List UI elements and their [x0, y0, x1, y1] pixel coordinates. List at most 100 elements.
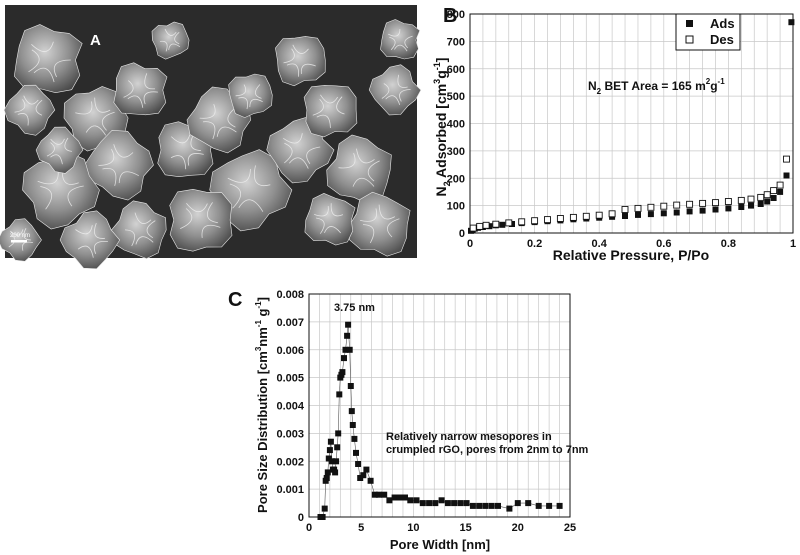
data-point-filled: [323, 475, 330, 481]
flake-wrinkle: [397, 74, 408, 88]
y-tick-label: 500: [447, 91, 465, 103]
flake-wrinkle: [286, 63, 299, 77]
data-point-filled: [339, 369, 346, 376]
flake-wrinkle: [168, 43, 181, 50]
data-point-open: [492, 220, 500, 228]
flake-wrinkle: [330, 203, 344, 217]
chart-b-xlabel: Relative Pressure, P/Po: [553, 247, 709, 263]
flake-wrinkle: [171, 134, 191, 144]
flake-wrinkle: [35, 99, 43, 116]
flake-wrinkle: [53, 59, 71, 78]
chart-c-annotation-line2: crumpled rGO, pores from 2nm to 7nm: [386, 444, 589, 456]
flake-wrinkle: [64, 137, 72, 152]
data-point-filled: [334, 444, 341, 451]
data-point-filled: [712, 206, 719, 213]
crumpled-graphene-flakes: [0, 19, 422, 270]
data-point-filled: [353, 449, 359, 456]
flake: [59, 210, 121, 270]
data-point-open: [608, 210, 616, 218]
flake-wrinkle: [10, 229, 24, 236]
flake-wrinkle: [135, 236, 154, 245]
x-tick-label: 15: [459, 522, 471, 534]
flake-wrinkle: [227, 168, 251, 183]
flake-wrinkle: [50, 138, 65, 145]
data-point-filled: [335, 430, 342, 437]
data-point-filled: [535, 502, 542, 509]
data-point-filled: [351, 435, 358, 442]
flake-wrinkle: [254, 84, 262, 99]
flake-wrinkle: [187, 153, 204, 166]
data-point-open: [531, 217, 539, 225]
flake-wrinkle: [356, 148, 375, 164]
data-point-filled: [336, 391, 343, 398]
data-point-filled: [342, 346, 349, 353]
flake-wrinkle: [180, 208, 193, 229]
data-point-filled: [329, 458, 335, 465]
data-point-filled: [319, 514, 326, 520]
flake-wrinkle: [170, 155, 187, 170]
data-point-filled: [327, 438, 334, 445]
data-point-filled: [673, 209, 680, 216]
data-point-filled: [432, 500, 439, 507]
data-point-filled: [426, 500, 433, 507]
data-point-filled: [345, 321, 352, 328]
flake-wrinkle: [352, 177, 375, 187]
x-tick-label: 0.8: [721, 238, 736, 250]
flake-wrinkle: [216, 126, 237, 137]
y-tick-label: 0.007: [276, 317, 304, 329]
data-point-open: [518, 218, 526, 226]
flake: [35, 126, 84, 174]
chart-b: B 0 0.2 0.4 0.6 0.8 1 0 100 200 300 400 500 600 700 80…: [432, 5, 796, 263]
data-point-filled: [488, 502, 495, 509]
chart-b-grid: [470, 14, 793, 233]
y-tick-label: 0.004: [276, 401, 304, 413]
data-point-open: [783, 155, 790, 163]
data-point-open: [482, 221, 490, 229]
flake-wrinkle: [338, 153, 356, 169]
data-point-filled: [525, 500, 532, 507]
flake-wrinkle: [146, 220, 156, 239]
data-point-filled: [748, 202, 754, 209]
data-point-filled: [725, 205, 732, 212]
flake-wrinkle: [360, 208, 377, 222]
data-point-filled: [324, 469, 331, 476]
flake-wrinkle: [404, 35, 413, 49]
chart-c-marks: [317, 321, 563, 520]
data-point-filled: [396, 494, 403, 501]
flake-wrinkle: [284, 142, 293, 164]
flake-wrinkle: [85, 125, 107, 136]
data-point-filled: [783, 172, 790, 179]
panel-label-c: C: [228, 289, 242, 311]
chart-b-frame: [469, 13, 794, 234]
flake: [151, 21, 190, 60]
data-point-filled: [341, 355, 347, 362]
flake-wrinkle: [235, 84, 247, 97]
data-point-filled: [686, 208, 693, 215]
flake-wrinkle: [238, 97, 248, 110]
flake-wrinkle: [101, 111, 115, 131]
flake-wrinkle: [160, 40, 168, 52]
flake-wrinkle: [144, 73, 155, 90]
flake-wrinkle: [367, 160, 380, 182]
x-tick-label: 0.2: [527, 238, 542, 250]
chart-c-peak-annotation: 3.75 nm: [334, 302, 375, 314]
data-point-filled: [391, 494, 398, 501]
flake-wrinkle: [28, 49, 40, 73]
x-tick-label: 25: [564, 522, 576, 534]
data-point-open: [776, 181, 784, 189]
data-point-filled: [514, 500, 521, 507]
chart-b-bet-annotation: N2 BET Area = 165 m2g-1: [588, 77, 725, 96]
data-point-filled: [770, 195, 777, 201]
data-point-open: [505, 219, 513, 227]
data-point-open: [747, 195, 755, 203]
flake-wrinkle: [336, 96, 345, 115]
data-point-filled: [348, 408, 355, 415]
chart-c-annotation-line1: Relatively narrow mesopores in: [386, 431, 552, 443]
flake-wrinkle: [174, 31, 180, 45]
flake-wrinkle: [283, 133, 303, 144]
y-tick-label: 0: [459, 228, 465, 240]
flake-wrinkle: [23, 95, 39, 105]
data-point-filled: [438, 497, 445, 504]
chart-c-grid: [309, 294, 570, 517]
data-point-filled: [777, 188, 784, 195]
